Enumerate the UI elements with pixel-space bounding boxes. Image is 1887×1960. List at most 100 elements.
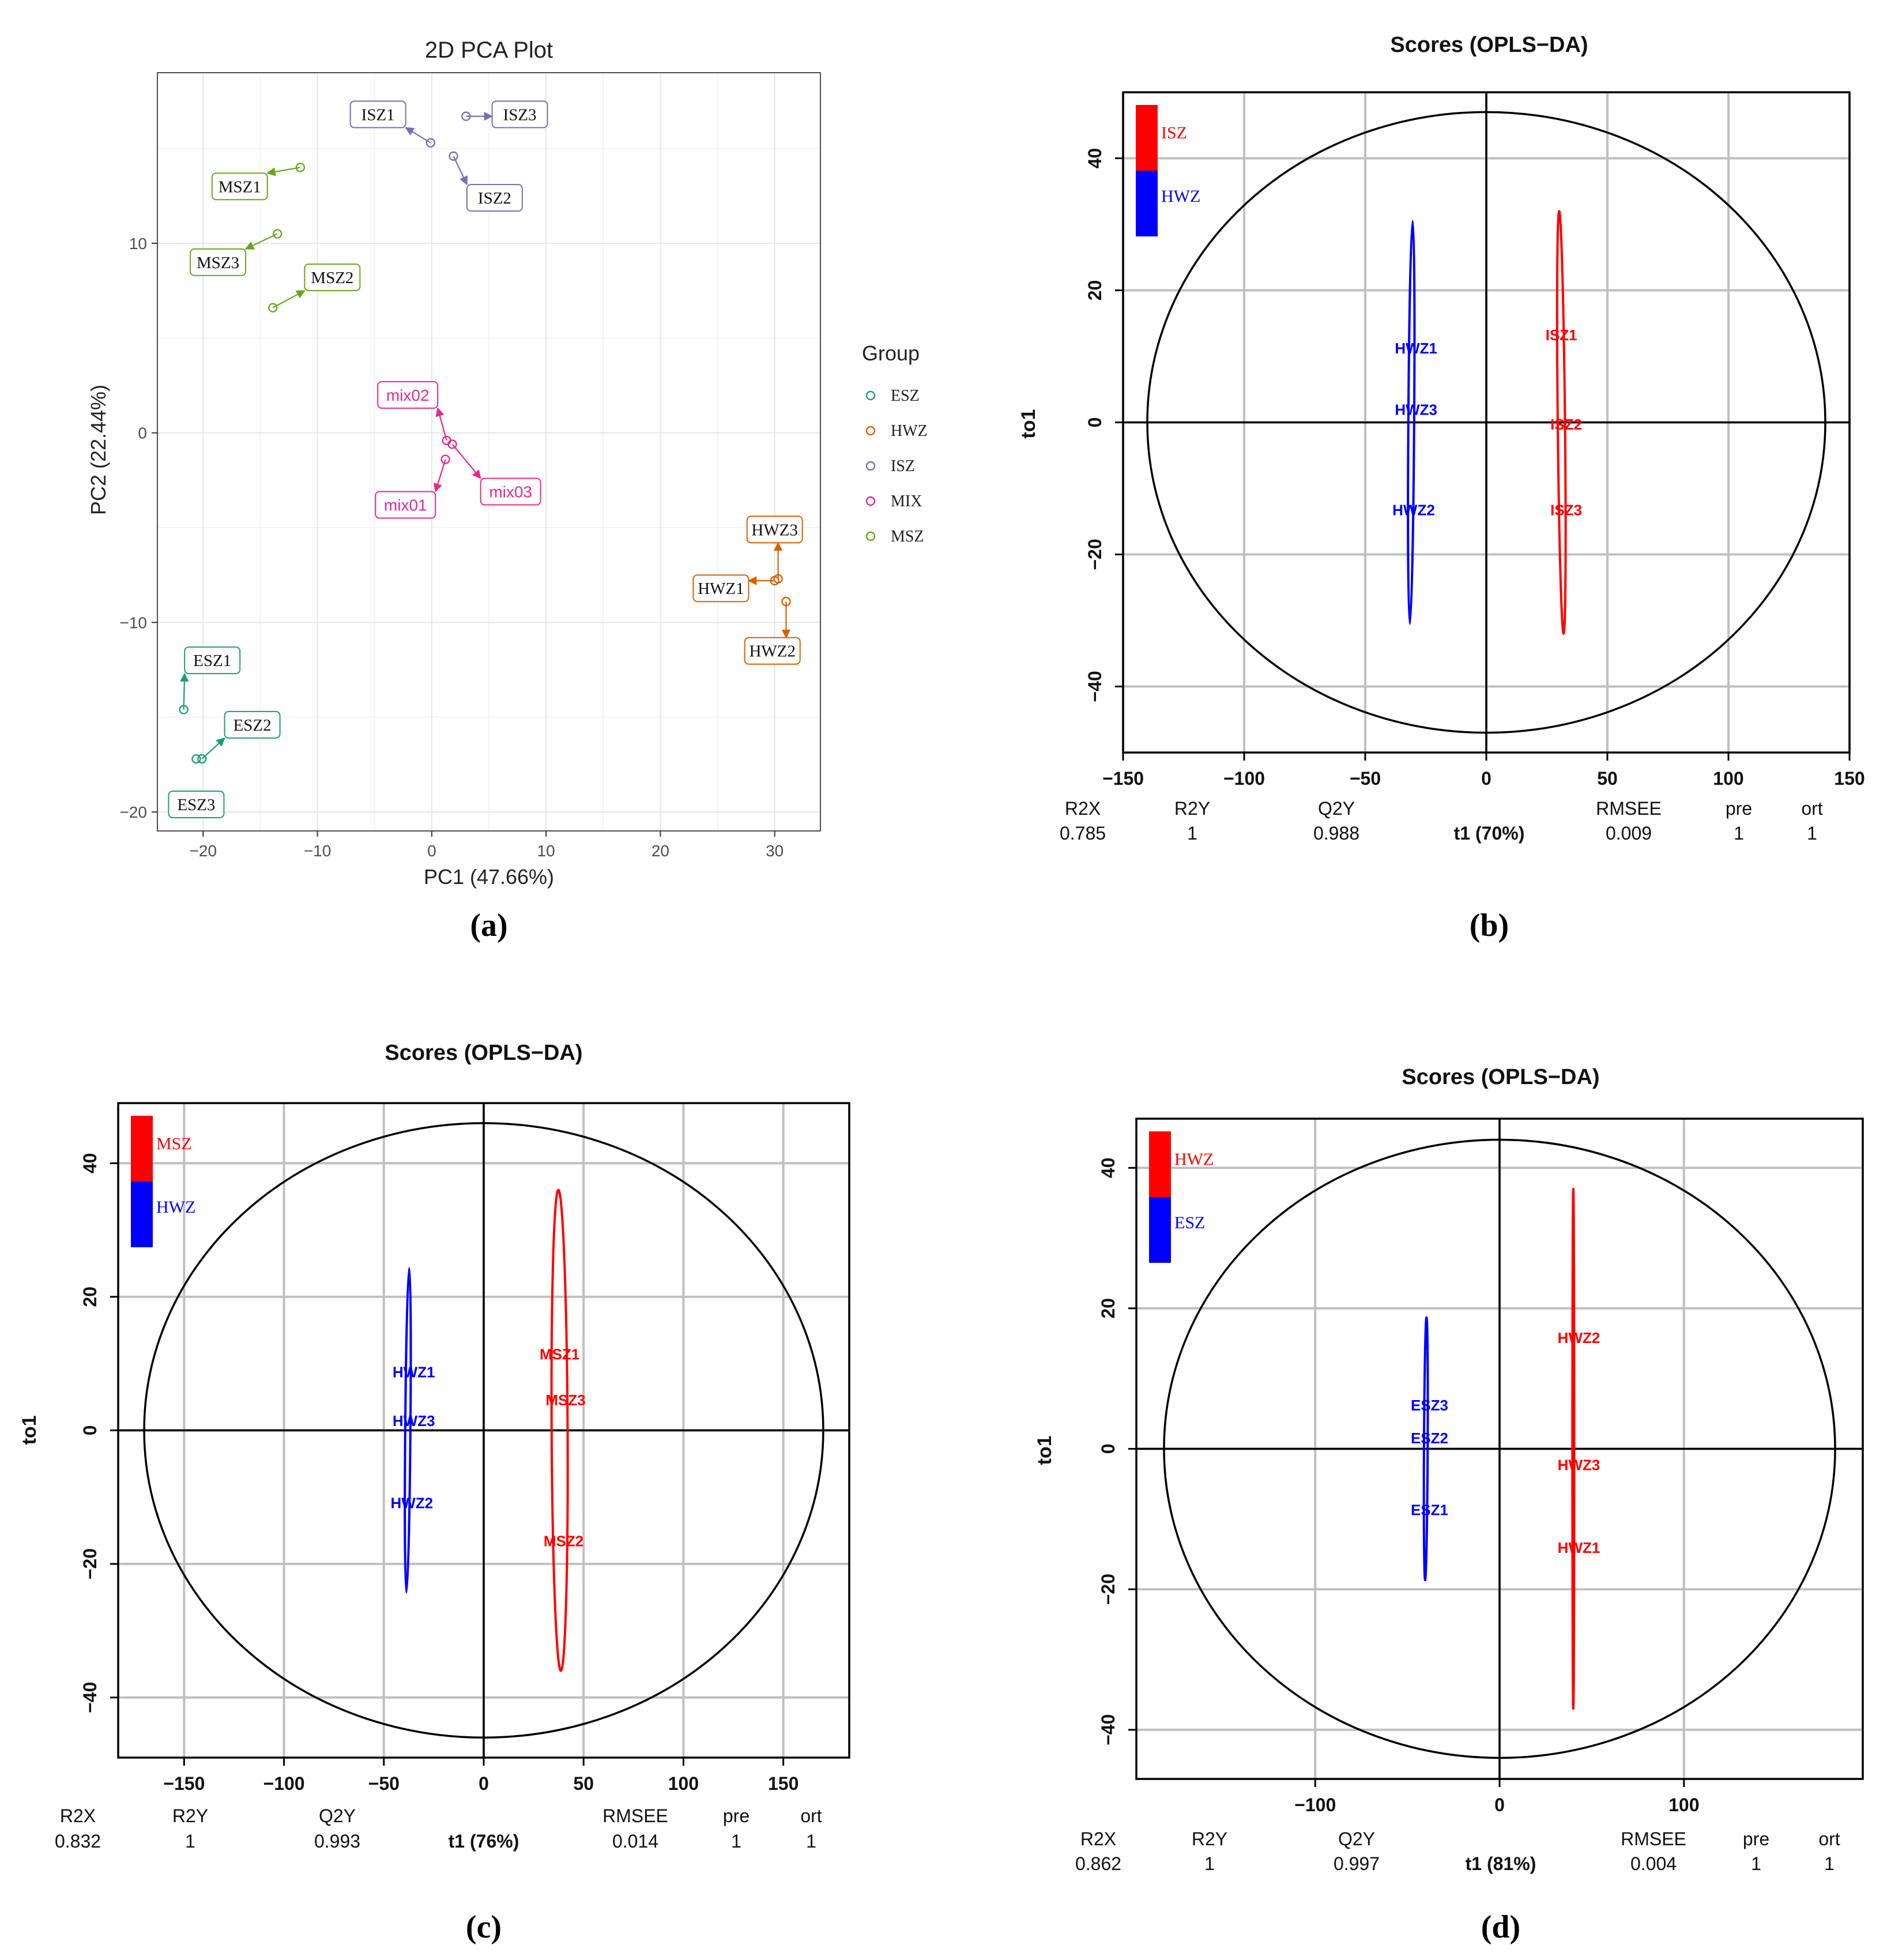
point-label: ESZ2 (1411, 1429, 1448, 1447)
label-connector (405, 127, 431, 144)
data-point (272, 229, 283, 239)
label-connector (453, 156, 468, 186)
hotelling-ellipse (1163, 1138, 1836, 1759)
chart-title: 2D PCA Plot (425, 37, 553, 63)
stat-value: 0.014 (612, 1831, 658, 1852)
y-tick-label: 40 (80, 1153, 100, 1173)
legend-label: HWZ (891, 422, 928, 440)
stat-header: R2X (1065, 798, 1101, 819)
data-point (295, 163, 306, 172)
y-tick-label: 10 (129, 235, 147, 253)
stat-value: 1 (731, 1831, 741, 1852)
data-point (449, 151, 458, 161)
legend-marker (865, 531, 876, 541)
point-label: ESZ2 (233, 716, 272, 735)
point-label: HWZ3 (1558, 1456, 1600, 1473)
chart-title: Scores (OPLS−DA) (1390, 33, 1588, 57)
stat-value: 1 (1824, 1853, 1835, 1874)
chart-title: Scores (OPLS−DA) (385, 1041, 582, 1065)
point-label: ISZ3 (503, 106, 537, 124)
stat-header: Q2Y (319, 1805, 356, 1826)
y-axis-label: PC2 (22.44%) (86, 385, 110, 515)
point-label-box (184, 646, 241, 675)
panel-d: Scores (OPLS−DA)ESZ3ESZ2ESZ1HWZ2HWZ3HWZ1… (1034, 1065, 1864, 1945)
legend-marker (865, 496, 876, 506)
chart-title: Scores (OPLS−DA) (1402, 1065, 1599, 1089)
stat-header: R2X (1080, 1829, 1116, 1849)
y-tick-label: −40 (1098, 1714, 1118, 1745)
point-label: MSZ2 (311, 269, 353, 287)
point-label: HWZ1 (1395, 340, 1437, 357)
point-label: ESZ1 (1411, 1501, 1448, 1518)
point-label: mix01 (384, 496, 427, 514)
legend-label: MSZ (891, 528, 924, 546)
x-tick-label: −100 (1294, 1795, 1336, 1815)
data-point (425, 138, 436, 148)
stat-value: 0.785 (1060, 823, 1106, 844)
legend-label: HWZ (156, 1198, 195, 1217)
point-label: HWZ2 (1392, 502, 1435, 519)
hotelling-ellipse (1146, 111, 1826, 734)
point-label: HWZ3 (393, 1412, 435, 1429)
y-tick-label: 0 (1098, 1444, 1118, 1454)
x-tick-label: 0 (427, 842, 436, 860)
stat-header: pre (723, 1805, 749, 1826)
point-label: ISZ2 (1550, 416, 1582, 433)
point-label: ESZ3 (1411, 1397, 1448, 1414)
point-label: ISZ2 (478, 189, 511, 208)
stat-value: 0.862 (1075, 1853, 1121, 1874)
stat-header: R2Y (1174, 798, 1210, 819)
point-label: MSZ1 (219, 178, 261, 196)
point-label-box (168, 790, 225, 818)
point-label: mix03 (489, 483, 532, 501)
y-tick-label: 20 (1084, 280, 1105, 301)
x-tick-label: −50 (368, 1773, 400, 1794)
legend-marker (865, 390, 876, 401)
x-tick-label: −10 (304, 842, 332, 860)
legend-swatch (1149, 1131, 1171, 1197)
data-point (781, 597, 791, 607)
x-tick-label: 100 (1668, 1795, 1699, 1815)
point-label-box (224, 710, 281, 739)
stat-value: 1 (1187, 823, 1197, 844)
point-label-box (744, 637, 801, 665)
stat-header: ort (800, 1805, 822, 1826)
label-connector (201, 737, 225, 759)
point-label: HWZ2 (749, 642, 796, 661)
legend-label: ESZ (891, 387, 920, 405)
stat-header: ort (1801, 798, 1822, 819)
stat-value: 1 (806, 1831, 816, 1852)
x-tick-label: 0 (1481, 768, 1491, 789)
stat-value: 1 (1807, 823, 1817, 844)
y-axis-label: to1 (1018, 409, 1039, 439)
point-label: MSZ1 (540, 1345, 579, 1363)
stat-header: RMSEE (1596, 798, 1662, 819)
point-label: mix02 (386, 386, 430, 404)
point-label: HWZ1 (698, 580, 744, 598)
point-label: MSZ3 (197, 254, 239, 272)
stat-value: 0.009 (1606, 823, 1652, 844)
legend-label: ISZ (1161, 123, 1187, 142)
stat-header: RMSEE (1621, 1829, 1686, 1849)
data-point (773, 574, 783, 584)
legend-label: MIX (891, 492, 922, 510)
x-tick-label: 50 (573, 1773, 594, 1794)
x-tick-label: −150 (1102, 768, 1144, 789)
legend-marker (865, 461, 876, 471)
y-tick-label: −20 (1098, 1574, 1118, 1605)
stat-value: 1 (1204, 1853, 1215, 1874)
stat-value: 1 (1751, 1853, 1761, 1874)
point-label: HWZ1 (393, 1364, 435, 1381)
data-point (440, 454, 450, 464)
legend-marker (865, 426, 876, 436)
panel-caption: (a) (470, 908, 507, 943)
legend-swatch (131, 1182, 153, 1247)
x-tick-label: 100 (1713, 768, 1743, 789)
stat-value: 0.988 (1313, 823, 1359, 844)
y-tick-label: −10 (120, 614, 148, 631)
y-tick-label: 20 (1098, 1298, 1118, 1319)
stat-value: 0.832 (55, 1831, 101, 1852)
panel-b: Scores (OPLS−DA)HWZ1HWZ3HWZ2ISZ1ISZ2ISZ3… (1018, 33, 1865, 943)
panel-a: 2D PCA Plot −20 −10 0 10 20 30 −20 −10 0 10 PC1 (47… (86, 37, 928, 943)
